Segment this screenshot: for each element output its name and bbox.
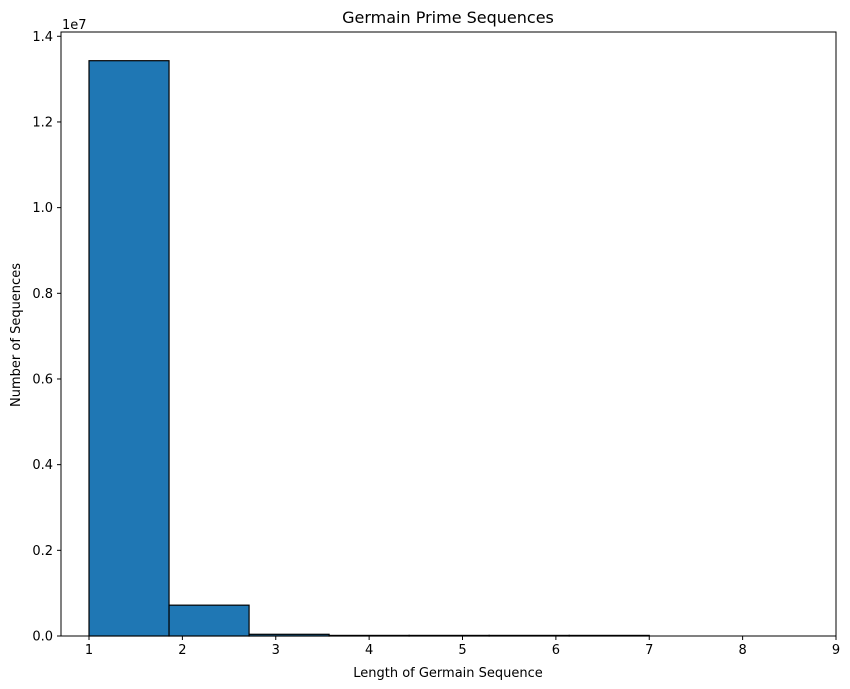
y-axis-label: Number of Sequences bbox=[9, 263, 24, 407]
x-tick-label: 3 bbox=[272, 643, 280, 658]
bars-layer bbox=[88, 60, 650, 637]
x-axis-label: Length of Germain Sequence bbox=[353, 666, 543, 681]
x-tick-label: 7 bbox=[645, 643, 653, 658]
y-tick-label: 0.2 bbox=[32, 544, 53, 559]
y-tick-label: 0.8 bbox=[32, 287, 53, 302]
y-tick-label: 0.0 bbox=[32, 630, 53, 645]
x-axis-ticks: 1 2 3 4 5 6 7 8 9 bbox=[85, 636, 840, 658]
y-tick-label: 0.4 bbox=[32, 458, 53, 473]
y-tick-label: 1.2 bbox=[32, 115, 53, 130]
plot-area-frame bbox=[60, 31, 837, 637]
x-tick-label: 9 bbox=[832, 643, 840, 658]
y-tick-label: 0.6 bbox=[32, 372, 53, 387]
x-tick-label: 2 bbox=[178, 643, 186, 658]
x-tick-label: 5 bbox=[458, 643, 466, 658]
histogram-bar-0 bbox=[88, 60, 170, 637]
x-tick-label: 1 bbox=[85, 643, 93, 658]
x-tick-label: 4 bbox=[365, 643, 373, 658]
x-tick-label: 6 bbox=[552, 643, 560, 658]
y-tick-label: 1.0 bbox=[32, 201, 53, 216]
chart-title: Germain Prime Sequences bbox=[342, 8, 554, 27]
y-axis-offset-label: 1e7 bbox=[62, 18, 87, 33]
x-tick-label: 8 bbox=[738, 643, 746, 658]
y-axis-ticks: 0.0 0.2 0.4 0.6 0.8 1.0 1.2 1.4 bbox=[32, 30, 61, 645]
y-tick-label: 1.4 bbox=[32, 30, 53, 45]
histogram-bar-1 bbox=[168, 604, 250, 637]
